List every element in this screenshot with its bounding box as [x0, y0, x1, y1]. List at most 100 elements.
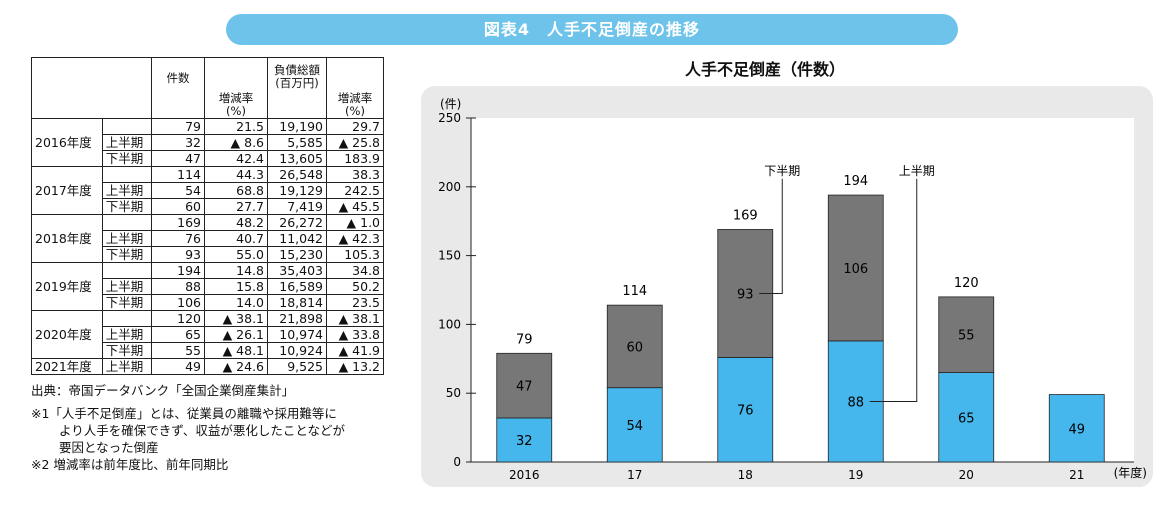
cell-rate1: 44.3 — [204, 166, 268, 183]
bar-second-half — [606, 304, 663, 389]
cell-count: 32 — [151, 134, 205, 151]
table-row: 2018年度 169 48.2 26,272 ▲ 1.0 — [31, 214, 384, 263]
cell-rate2: 105.3 — [326, 246, 384, 263]
bar-value-label: 47 — [516, 380, 533, 395]
cell-debt: 15,230 — [267, 246, 327, 263]
cell-count: 114 — [151, 166, 205, 183]
cell-rate2: 50.2 — [326, 278, 384, 295]
cell-count: 79 — [151, 118, 205, 135]
bar-value-label: 93 — [737, 287, 754, 302]
bar-value-label: 65 — [958, 411, 975, 426]
bar-first-half — [496, 417, 553, 463]
header-rate1: 増減率 (%) — [204, 57, 268, 119]
cell-rate2: 34.8 — [326, 262, 384, 279]
half-label: 上半期 — [101, 182, 153, 199]
cell-rate2: 183.9 — [326, 150, 384, 167]
x-tick-label: 2016 — [509, 468, 540, 482]
cell-rate1: 15.8 — [204, 278, 268, 295]
table-row: 下半期 106 14.0 18,814 23.5 — [32, 294, 384, 311]
half-empty-cell — [101, 262, 153, 279]
table-row: 上半期 32 ▲ 8.6 5,585 ▲ 25.8 — [32, 134, 384, 151]
cell-debt: 5,585 — [267, 134, 327, 151]
note-1-line-3: 要因となった倒産 — [59, 440, 159, 455]
half-label: 上半期 — [101, 230, 153, 247]
notes: 出典：帝国データバンク「全国企業倒産集計」 ※1「人手不足倒産」とは、従業員の離… — [31, 382, 345, 473]
cell-count: 169 — [151, 214, 205, 231]
callout-label-second-half: 下半期 — [764, 164, 800, 178]
half-label: 上半期 — [101, 358, 153, 375]
cell-debt: 35,403 — [267, 262, 327, 279]
cell-rate1: 21.5 — [204, 118, 268, 135]
cell-debt: 7,419 — [267, 198, 327, 215]
cell-debt: 10,974 — [267, 326, 327, 343]
x-tick-label: 21 — [1069, 468, 1084, 482]
year-label: 2017年度 — [31, 166, 103, 215]
cell-rate2: ▲ 42.3 — [326, 230, 384, 247]
bar-total-label: 114 — [622, 284, 647, 299]
header-rate2: 増減率 (%) — [326, 57, 384, 119]
bar-value-label: 76 — [737, 404, 754, 419]
year-label: 2021年度 — [31, 358, 103, 375]
y-tick-label: 100 — [438, 317, 461, 331]
bar-value-label: 54 — [626, 419, 643, 434]
year-label: 2016年度 — [31, 118, 103, 167]
half-label: 上半期 — [101, 326, 153, 343]
cell-count: 47 — [151, 150, 205, 167]
half-label: 上半期 — [101, 278, 153, 295]
cell-count: 55 — [151, 342, 205, 359]
cell-rate2: 23.5 — [326, 294, 384, 311]
cell-debt: 18,814 — [267, 294, 327, 311]
cell-rate2: ▲ 1.0 — [326, 214, 384, 231]
cell-debt: 26,548 — [267, 166, 327, 183]
y-tick-label: 0 — [453, 455, 461, 469]
cell-debt: 19,129 — [267, 182, 327, 199]
cell-rate2: 38.3 — [326, 166, 384, 183]
chart-title: 人手不足倒産（件数） — [684, 60, 845, 79]
table-row: 2020年度 120 ▲ 38.1 21,898 ▲ 38.1 — [31, 310, 384, 359]
half-label: 上半期 — [101, 134, 153, 151]
x-tick-label: 17 — [627, 468, 642, 482]
cell-rate2: ▲ 33.8 — [326, 326, 384, 343]
cell-count: 194 — [151, 262, 205, 279]
cell-debt: 19,190 — [267, 118, 327, 135]
x-tick-label: 19 — [848, 468, 863, 482]
cell-rate2: 242.5 — [326, 182, 384, 199]
y-tick-label: 50 — [446, 386, 461, 400]
cell-rate1: 48.2 — [204, 214, 268, 231]
half-label: 下半期 — [101, 342, 153, 359]
cell-count: 106 — [151, 294, 205, 311]
cell-rate2: ▲ 25.8 — [326, 134, 384, 151]
y-axis-unit-label: (件) — [440, 97, 461, 111]
cell-rate2: ▲ 13.2 — [326, 358, 384, 375]
x-axis-unit-label: (年度) — [1114, 465, 1147, 480]
table-header-row: 件数 増減率 (%) 負債総額 (百万円) 増減率 (%) — [31, 57, 384, 119]
year-label: 2019年度 — [31, 262, 103, 311]
callout-line-second-half — [759, 178, 783, 294]
cell-debt: 16,589 — [267, 278, 327, 295]
cell-count: 65 — [151, 326, 205, 343]
table-row: 上半期 54 68.8 19,129 242.5 — [32, 182, 384, 199]
cell-count: 88 — [151, 278, 205, 295]
header-count: 件数 — [151, 57, 205, 119]
header-empty-cell — [31, 57, 152, 119]
note-1-line-1: ※1「人手不足倒産」とは、従業員の離職や採用難等に — [31, 406, 337, 421]
bar-value-label: 32 — [516, 434, 533, 449]
half-empty-cell — [101, 166, 153, 183]
half-label: 下半期 — [101, 198, 153, 215]
cell-count: 54 — [151, 182, 205, 199]
cell-rate2: ▲ 41.9 — [326, 342, 384, 359]
cell-rate1: 68.8 — [204, 182, 268, 199]
bar-value-label: 106 — [843, 262, 868, 277]
bar-total-label: 120 — [954, 276, 979, 291]
cell-rate1: 27.7 — [204, 198, 268, 215]
half-empty-cell — [101, 214, 153, 231]
bar-second-half — [938, 296, 995, 373]
y-tick-label: 150 — [438, 249, 461, 263]
bar-total-label: 169 — [733, 208, 758, 223]
note-1-line-2: より人手を確保できず、収益が悪化したことなどが — [59, 423, 346, 438]
half-empty-cell — [101, 310, 153, 327]
bar-value-label: 88 — [847, 395, 864, 410]
table-row: 2021年度 上半期 49 ▲ 24.6 9,525 ▲ 13.2 — [31, 358, 384, 375]
cell-rate1: ▲ 24.6 — [204, 358, 268, 375]
bar-second-half — [496, 352, 553, 419]
